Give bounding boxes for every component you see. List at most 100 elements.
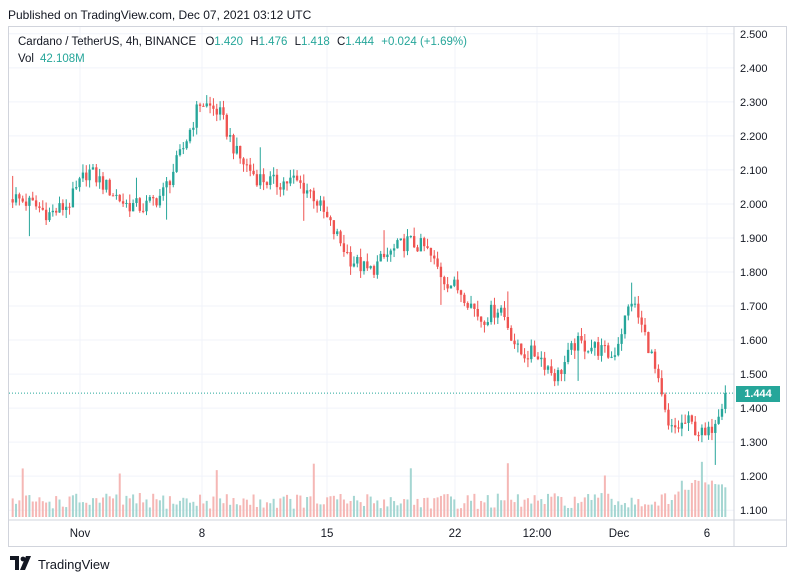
candle-body (453, 279, 456, 286)
volume-bar (399, 503, 402, 517)
volume-bar (275, 507, 278, 517)
candle-body (78, 178, 81, 188)
volume-bar (152, 493, 155, 517)
volume-bar (175, 504, 178, 517)
volume-bar (132, 494, 135, 517)
price-axis[interactable]: 2.500 2.400 2.300 2.200 2.100 2.000 1.900 1.800… (740, 29, 768, 517)
volume-bar (71, 495, 74, 517)
high-label: H (250, 36, 259, 48)
candle-body (386, 254, 389, 258)
volume-bar (215, 470, 218, 517)
candle-body (627, 306, 630, 316)
open-value: 1.420 (214, 36, 244, 48)
candle-body (573, 343, 576, 351)
candle-body (81, 172, 85, 179)
candle-body (342, 243, 346, 252)
candle-body (496, 312, 499, 318)
candle-body (714, 423, 717, 433)
candle-body (31, 197, 34, 201)
candle-body (653, 351, 657, 369)
volume-bar (225, 494, 228, 517)
volume-bar (35, 501, 38, 517)
change-value: +0.024 (+1.69%) (381, 36, 467, 48)
volume-bar (720, 484, 723, 517)
volume-bar (219, 498, 222, 517)
volume-bar (195, 505, 198, 517)
candle-body (332, 220, 336, 235)
y-tick-label: 1.100 (740, 505, 768, 517)
candle-body (647, 332, 650, 354)
y-tick-label: 2.100 (740, 165, 768, 177)
candle-body (315, 201, 319, 206)
candle-body (131, 203, 135, 212)
candle-body (720, 408, 724, 417)
candle-body (165, 181, 168, 188)
volume-bar (546, 493, 550, 517)
volume-bar (473, 493, 476, 517)
volume-bar (319, 504, 322, 517)
low-label: L (294, 36, 301, 48)
candle-body (680, 422, 684, 429)
candle-body (356, 257, 359, 264)
volume-bar (413, 504, 416, 517)
candle-body (71, 188, 75, 208)
volume-bar (45, 502, 48, 517)
candle-body (593, 342, 597, 348)
candle-body (326, 211, 329, 218)
candle-body (336, 231, 339, 235)
candle-body (623, 315, 627, 335)
volume-bar (286, 494, 289, 517)
candle-body (540, 357, 543, 360)
volume-bar (660, 494, 663, 517)
volume-bar (369, 496, 372, 517)
candle-body (245, 164, 249, 166)
time-axis[interactable]: Nov 8 15 22 12:00 Dec 6 (70, 528, 710, 540)
volume-bar (506, 463, 509, 517)
volume-bar (65, 507, 68, 517)
candle-body (75, 187, 78, 189)
candle-body (530, 345, 533, 360)
volume-bar (95, 498, 98, 517)
candle-body (586, 351, 590, 353)
candle-body (556, 370, 560, 382)
volume-bar (607, 493, 610, 517)
x-tick-label: 22 (449, 528, 462, 540)
volume-bar (389, 497, 392, 517)
candle-body (536, 356, 540, 360)
volume-bar (520, 506, 523, 517)
price-chart[interactable]: 2.500 2.400 2.300 2.200 2.100 2.000 1.900 1.800… (9, 27, 787, 547)
candle-body (14, 194, 18, 203)
candle-body (34, 200, 38, 207)
volume-bar (630, 497, 633, 517)
volume-bar (446, 494, 449, 517)
volume-bar (674, 494, 677, 517)
volume-bar (75, 493, 78, 517)
y-tick-label: 2.500 (740, 29, 768, 41)
volume-bar (449, 496, 452, 517)
volume-bar (18, 500, 21, 517)
candle-body (724, 393, 727, 409)
y-tick-label: 2.000 (740, 199, 768, 211)
volume-bar (583, 497, 586, 517)
candle-body (101, 176, 105, 190)
volume-bar (567, 507, 570, 517)
candle-body (446, 284, 449, 289)
volume-bar (162, 495, 165, 517)
volume-bar (322, 504, 325, 517)
candle-body (580, 335, 583, 341)
candle-body (466, 303, 469, 308)
volume-bar (670, 500, 673, 517)
candle-body (145, 200, 148, 212)
volume-bar (466, 495, 469, 517)
candle-body (570, 343, 573, 350)
footer-brand[interactable]: TradingView (10, 556, 110, 573)
candle-body (295, 175, 299, 181)
candle-body (673, 425, 677, 428)
volume-bar (406, 499, 409, 517)
candle-body (312, 190, 315, 202)
candle-body (526, 358, 530, 360)
candle-body (155, 198, 158, 206)
candle-body (433, 255, 436, 259)
volume-bar (282, 496, 285, 517)
candle-body (406, 236, 409, 252)
